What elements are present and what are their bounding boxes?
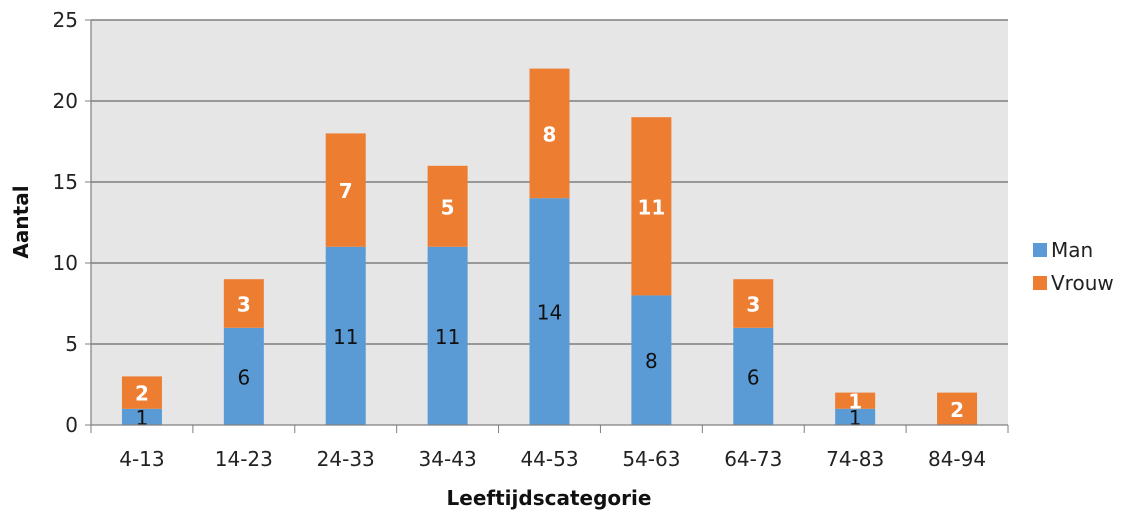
data-label-vrouw: 7 [339, 179, 353, 203]
data-label-vrouw: 1 [848, 390, 862, 414]
y-tick-label: 10 [53, 251, 78, 275]
bar-man [223, 327, 264, 425]
data-label-man: 11 [435, 325, 460, 349]
y-tick-label: 5 [65, 332, 78, 356]
bar-vrouw [733, 279, 774, 328]
data-label-man: 1 [849, 406, 862, 430]
x-tick-label: 24-33 [317, 447, 375, 471]
x-tick-label: 44-53 [520, 447, 578, 471]
data-label-vrouw: 8 [543, 122, 557, 146]
x-tick-label: 84-94 [928, 447, 986, 471]
bar-vrouw [937, 392, 978, 425]
data-label-man: 8 [645, 349, 658, 373]
data-label-man: 14 [537, 301, 562, 325]
bar-man [325, 246, 366, 425]
x-tick-label: 34-43 [419, 447, 477, 471]
y-tick-label: 15 [53, 170, 78, 194]
y-tick-label: 25 [53, 8, 78, 32]
legend-label: Vrouw [1051, 271, 1114, 295]
legend-swatch [1033, 243, 1047, 257]
data-label-man: 6 [747, 365, 760, 389]
y-tick-label: 0 [65, 413, 78, 437]
data-label-vrouw: 2 [950, 398, 964, 422]
legend: Man Vrouw [1033, 238, 1114, 295]
x-tick-label: 54-63 [622, 447, 680, 471]
x-tick-label: 74-83 [826, 447, 884, 471]
data-label-vrouw: 3 [746, 293, 760, 317]
bar-vrouw [223, 279, 264, 328]
bar-vrouw [835, 392, 876, 409]
bar-man [733, 327, 774, 425]
x-axis-title: Leeftijdscategorie [447, 486, 652, 510]
data-label-vrouw: 2 [135, 382, 149, 406]
bar-vrouw [427, 165, 468, 247]
data-label-man: 6 [237, 365, 250, 389]
bar-man [427, 246, 468, 425]
bar-vrouw [325, 133, 366, 247]
data-label-man: 1 [136, 406, 149, 430]
x-tick-label: 14-23 [215, 447, 273, 471]
data-label-man: 11 [333, 325, 358, 349]
bar-vrouw [121, 376, 162, 409]
x-tick-label: 4-13 [119, 447, 164, 471]
bar-vrouw [529, 68, 570, 199]
legend-label: Man [1051, 238, 1093, 262]
bar-man [835, 408, 876, 425]
data-label-vrouw: 3 [237, 293, 251, 317]
bar-man [529, 198, 570, 425]
data-label-vrouw: 5 [441, 195, 455, 219]
data-label-vrouw: 11 [637, 195, 665, 219]
bars [121, 68, 978, 425]
y-tick-label: 20 [53, 89, 78, 113]
bar-man [631, 295, 672, 425]
x-tick-label: 64-73 [724, 447, 782, 471]
legend-swatch [1033, 276, 1047, 290]
bar-man [121, 408, 162, 425]
bar-vrouw [631, 117, 672, 296]
axes [85, 19, 1009, 433]
y-axis-title: Aantal [9, 185, 33, 258]
